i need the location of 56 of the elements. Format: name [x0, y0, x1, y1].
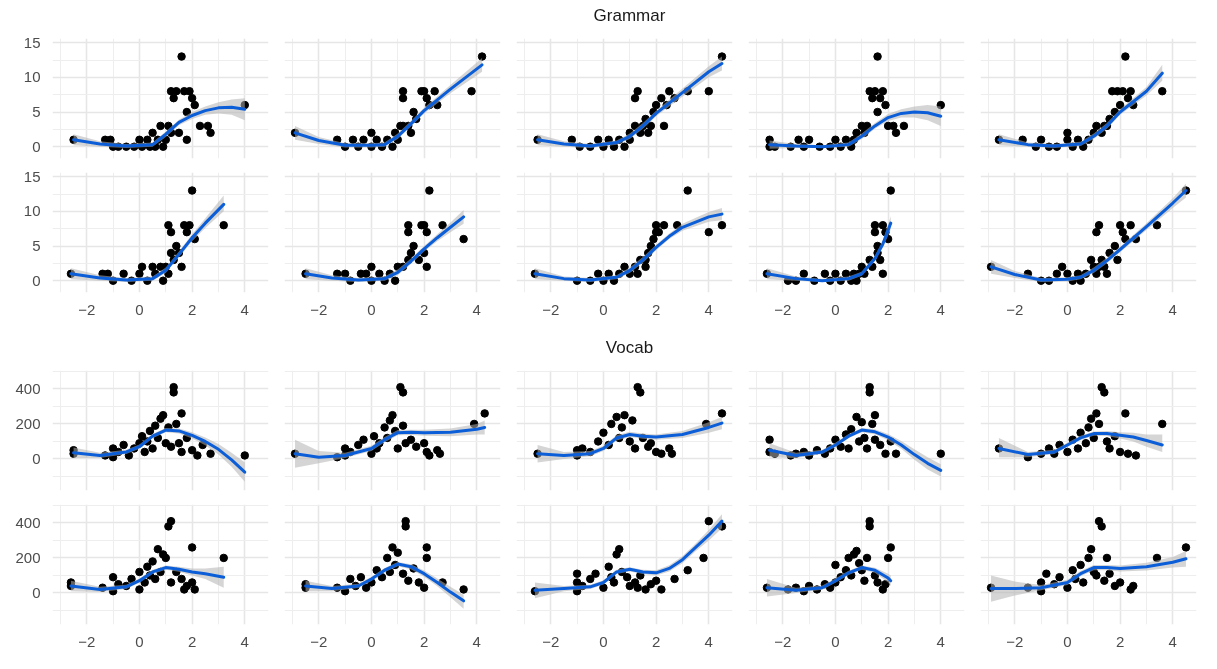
x-tick-label: 2 [883, 632, 893, 650]
text: Grammar [593, 5, 666, 27]
y-tick-label: 5 [32, 237, 41, 255]
y-tick-label: 10 [23, 202, 41, 220]
x-tick-label: 4 [936, 632, 945, 650]
x-tick-label: −2 [542, 632, 560, 650]
x-tick-label: 0 [599, 632, 608, 650]
x-tick-label: −2 [78, 300, 96, 318]
x-tick-label: −2 [774, 632, 792, 650]
y-tick-label: 200 [15, 414, 41, 432]
x-tick-label: 4 [704, 632, 713, 650]
x-tick-label: 2 [419, 300, 429, 318]
x-tick-label: −2 [1006, 300, 1024, 318]
x-tick-label: 0 [1063, 632, 1072, 650]
x-tick-label: −2 [774, 300, 792, 318]
text: Vocab [605, 337, 654, 359]
x-tick-label: 0 [135, 300, 144, 318]
x-tick-label: 2 [187, 632, 197, 650]
x-tick-label: 4 [1168, 300, 1177, 318]
x-tick-label: 0 [831, 300, 840, 318]
x-tick-label: 2 [1115, 300, 1125, 318]
y-tick-label: 0 [32, 137, 41, 155]
y-tick-label: 200 [15, 548, 41, 566]
x-tick-label: 2 [419, 632, 429, 650]
x-tick-label: 4 [936, 300, 945, 318]
x-tick-label: 4 [240, 300, 249, 318]
x-tick-label: 4 [472, 300, 481, 318]
x-tick-label: 4 [1168, 632, 1177, 650]
y-tick-label: 0 [32, 583, 41, 601]
x-tick-label: 0 [367, 300, 376, 318]
x-tick-label: 0 [367, 632, 376, 650]
x-tick-label: −2 [310, 300, 328, 318]
x-tick-label: −2 [78, 632, 96, 650]
y-tick-label: 15 [23, 167, 41, 185]
x-tick-label: −2 [542, 300, 560, 318]
x-tick-label: 0 [599, 300, 608, 318]
x-tick-label: 4 [472, 632, 481, 650]
x-tick-label: 0 [1063, 300, 1072, 318]
x-tick-label: 4 [704, 300, 713, 318]
y-tick-label: 0 [32, 449, 41, 467]
x-tick-label: 2 [883, 300, 893, 318]
y-tick-label: 15 [23, 33, 41, 51]
y-tick-label: 400 [15, 513, 41, 531]
x-tick-label: 2 [187, 300, 197, 318]
x-tick-label: 4 [240, 632, 249, 650]
y-tick-label: 400 [15, 379, 41, 397]
x-tick-label: −2 [1006, 632, 1024, 650]
x-tick-label: 0 [135, 632, 144, 650]
x-tick-label: 2 [651, 632, 661, 650]
y-tick-label: 5 [32, 103, 41, 121]
x-tick-label: 2 [1115, 632, 1125, 650]
y-tick-label: 10 [23, 68, 41, 86]
x-tick-label: −2 [310, 632, 328, 650]
x-tick-label: 0 [831, 632, 840, 650]
x-tick-label: 2 [651, 300, 661, 318]
y-tick-label: 0 [32, 271, 41, 289]
